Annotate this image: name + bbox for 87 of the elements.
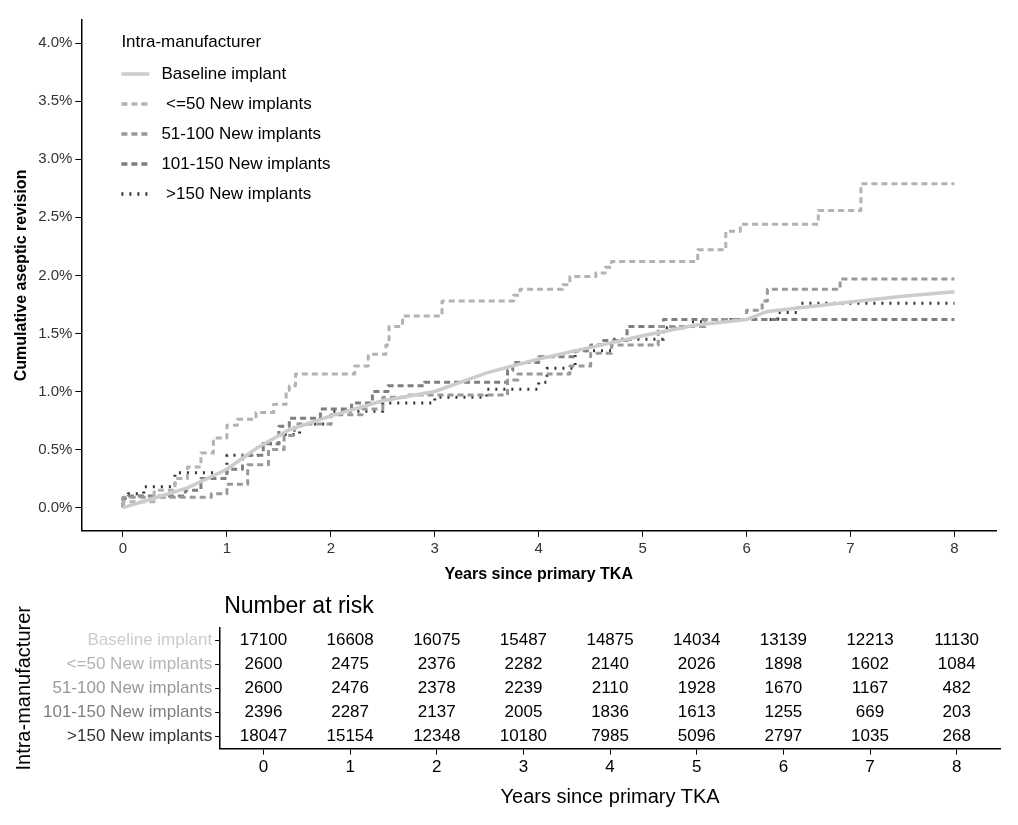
y-tick-label: 0.0%: [38, 497, 73, 515]
x-tick-label: 4: [605, 757, 615, 777]
data-label: 1084: [937, 653, 976, 673]
data-label: 2396: [244, 702, 283, 722]
y-tick-label: 51-100 New implants: [52, 677, 213, 697]
legend-title: Intra-manufacturer: [121, 31, 262, 51]
data-label: 1836: [591, 702, 629, 722]
y-axis-title: Intra-manufacturer: [11, 605, 34, 771]
y-tick-label: 4.0%: [38, 33, 73, 51]
data-label: 2797: [764, 726, 803, 746]
y-tick-label: 3.5%: [38, 91, 73, 109]
data-label: 2239: [504, 677, 543, 697]
data-label: 1613: [677, 702, 716, 722]
data-label: 7985: [591, 726, 629, 746]
data-label: 15487: [499, 629, 548, 649]
data-label: 2005: [504, 702, 543, 722]
x-tick-label: 1: [222, 538, 232, 556]
x-tick-label: 5: [638, 538, 647, 556]
data-label: 1928: [677, 677, 716, 697]
y-tick-label: 2.0%: [38, 265, 73, 283]
legend-label: 51-100 New implants: [161, 123, 322, 143]
x-tick-label: 3: [430, 538, 439, 556]
data-label: 16075: [413, 629, 461, 649]
x-tick-label: 6: [742, 538, 751, 556]
y-tick-label: 3.0%: [38, 149, 73, 167]
x-axis-title: Years since primary TKA: [444, 564, 634, 582]
data-label: 17100: [239, 629, 288, 649]
y-tick-label: 1.0%: [38, 381, 73, 399]
y-tick-label: 101-150 New implants: [42, 702, 213, 722]
data-label: 1602: [851, 653, 889, 673]
data-label: 268: [942, 726, 971, 746]
x-tick-label: 0: [258, 757, 269, 777]
x-tick-label: 0: [118, 538, 128, 556]
x-tick-label: 4: [534, 538, 543, 556]
data-label: 2140: [591, 653, 629, 673]
data-label: 11130: [934, 629, 980, 649]
data-label: 2600: [244, 677, 283, 697]
data-label: 1255: [764, 702, 803, 722]
x-tick-label: 2: [432, 757, 442, 777]
chart-title: Number at risk: [224, 591, 375, 618]
legend-label: Baseline implant: [161, 63, 287, 83]
data-label: 14034: [673, 629, 721, 649]
data-label: 2137: [417, 702, 456, 722]
data-label: 16608: [326, 629, 374, 649]
data-label: 1035: [851, 726, 889, 746]
data-label: 13139: [759, 629, 808, 649]
data-label: 482: [942, 677, 971, 697]
data-label: 2282: [504, 653, 543, 673]
data-label: 2475: [331, 653, 370, 673]
data-label: 18047: [239, 726, 288, 746]
y-axis-title: Cumulative aseptic revision: [12, 169, 30, 382]
data-label: 669: [855, 702, 885, 722]
data-label: 203: [942, 702, 971, 722]
data-label: 2376: [417, 653, 456, 673]
y-tick-label: 1.5%: [38, 323, 73, 341]
y-tick-label: <=50 New implants: [66, 653, 213, 673]
data-label: 12348: [413, 726, 461, 746]
data-label: 2026: [677, 653, 716, 673]
x-tick-label: 3: [518, 757, 529, 777]
x-tick-label: 5: [691, 757, 702, 777]
x-tick-label: 6: [778, 757, 789, 777]
data-label: 2600: [244, 653, 283, 673]
legend-label: <=50 New implants: [161, 93, 312, 113]
data-label: 15154: [326, 726, 374, 746]
x-tick-label: 1: [345, 757, 355, 777]
x-tick-label: 8: [951, 757, 962, 777]
y-tick-label: 0.5%: [38, 439, 73, 457]
y-tick-label: >150 New implants: [67, 726, 213, 746]
data-label: 2287: [331, 702, 370, 722]
data-label: 1670: [764, 677, 803, 697]
data-label: 2378: [417, 677, 456, 697]
legend-label: 101-150 New implants: [161, 153, 331, 173]
y-tick-label: 2.5%: [38, 207, 73, 225]
x-tick-label: 7: [846, 538, 855, 556]
legend-label: >150 New implants: [161, 183, 312, 203]
x-tick-label: 2: [326, 538, 335, 556]
data-label: 12213: [846, 629, 894, 649]
data-label: 2476: [331, 677, 370, 697]
data-label: 5096: [677, 726, 716, 746]
data-label: 1898: [764, 653, 803, 673]
data-label: 1167: [851, 677, 889, 697]
x-tick-label: 8: [950, 538, 959, 556]
x-axis-title: Years since primary TKA: [500, 784, 721, 807]
data-label: 2110: [591, 677, 629, 697]
x-tick-label: 7: [865, 757, 875, 777]
data-label: 14875: [586, 629, 634, 649]
data-label: 10180: [499, 726, 548, 746]
